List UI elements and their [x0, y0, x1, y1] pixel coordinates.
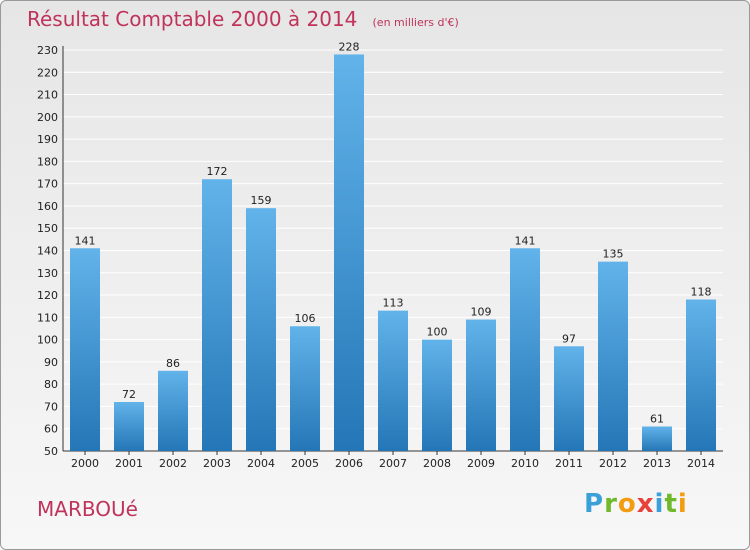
chart-title: Résultat Comptable 2000 à 2014 (en milli… [27, 7, 459, 31]
bar-value-label: 141 [515, 234, 536, 247]
bar [598, 261, 628, 451]
bar-value-label: 86 [166, 357, 180, 370]
bar-value-label: 106 [295, 312, 316, 325]
bar [70, 248, 100, 451]
x-tick-label: 2014 [687, 457, 715, 470]
bar [642, 426, 672, 451]
x-tick-label: 2010 [511, 457, 539, 470]
y-tick-label: 90 [44, 356, 58, 369]
x-tick-label: 2000 [71, 457, 99, 470]
y-tick-label: 100 [37, 334, 58, 347]
y-tick-label: 140 [37, 245, 58, 258]
bar [158, 370, 188, 451]
bar-value-label: 228 [339, 40, 360, 53]
y-tick-label: 50 [44, 445, 58, 458]
y-tick-label: 170 [37, 178, 58, 191]
proxiti-logo: Proxiti [584, 489, 688, 519]
x-tick-label: 2003 [203, 457, 231, 470]
bar [114, 401, 144, 451]
x-tick-label: 2013 [643, 457, 671, 470]
logo-letter: x [636, 489, 655, 519]
bar-value-label: 141 [75, 234, 96, 247]
bar [334, 54, 364, 451]
y-tick-label: 220 [37, 66, 58, 79]
x-tick-label: 2012 [599, 457, 627, 470]
y-tick-label: 110 [37, 311, 58, 324]
bar-value-label: 172 [207, 165, 228, 178]
logo-letter: i [677, 489, 688, 519]
bar [466, 319, 496, 451]
bar [290, 326, 320, 451]
logo-letter: r [604, 489, 618, 519]
bar-value-label: 159 [251, 194, 272, 207]
bar [554, 346, 584, 451]
y-tick-label: 200 [37, 111, 58, 124]
y-tick-label: 130 [37, 267, 58, 280]
y-tick-label: 60 [44, 423, 58, 436]
x-tick-label: 2002 [159, 457, 187, 470]
bar [510, 248, 540, 451]
bar [686, 299, 716, 451]
subtitle-text: (en milliers d'€) [372, 16, 459, 29]
x-tick-label: 2005 [291, 457, 319, 470]
bar [422, 339, 452, 451]
y-tick-label: 160 [37, 200, 58, 213]
title-text: Résultat Comptable 2000 à 2014 [27, 7, 358, 31]
bar-value-label: 72 [122, 388, 136, 401]
bar [246, 208, 276, 451]
y-tick-label: 70 [44, 400, 58, 413]
x-tick-label: 2001 [115, 457, 143, 470]
y-tick-label: 120 [37, 289, 58, 302]
bar-value-label: 118 [691, 286, 712, 299]
x-tick-label: 2009 [467, 457, 495, 470]
bar-value-label: 97 [562, 332, 576, 345]
bar-value-label: 61 [650, 412, 664, 425]
y-tick-label: 190 [37, 133, 58, 146]
y-tick-label: 80 [44, 378, 58, 391]
y-tick-label: 150 [37, 222, 58, 235]
bar-value-label: 100 [427, 326, 448, 339]
x-tick-label: 2011 [555, 457, 583, 470]
x-tick-label: 2007 [379, 457, 407, 470]
x-tick-label: 2008 [423, 457, 451, 470]
logo-letter: i [654, 489, 665, 519]
y-tick-label: 210 [37, 89, 58, 102]
logo-letter: o [617, 489, 637, 519]
logo-letter: P [584, 489, 605, 519]
commune-name: MARBOUé [37, 497, 138, 521]
bar [202, 179, 232, 451]
x-tick-label: 2006 [335, 457, 363, 470]
x-tick-label: 2004 [247, 457, 275, 470]
y-tick-label: 180 [37, 155, 58, 168]
bar-value-label: 109 [471, 306, 492, 319]
logo-letter: t [664, 489, 678, 519]
bar-value-label: 113 [383, 297, 404, 310]
y-tick-label: 230 [37, 44, 58, 57]
bar [378, 310, 408, 451]
bar-value-label: 135 [603, 248, 624, 261]
